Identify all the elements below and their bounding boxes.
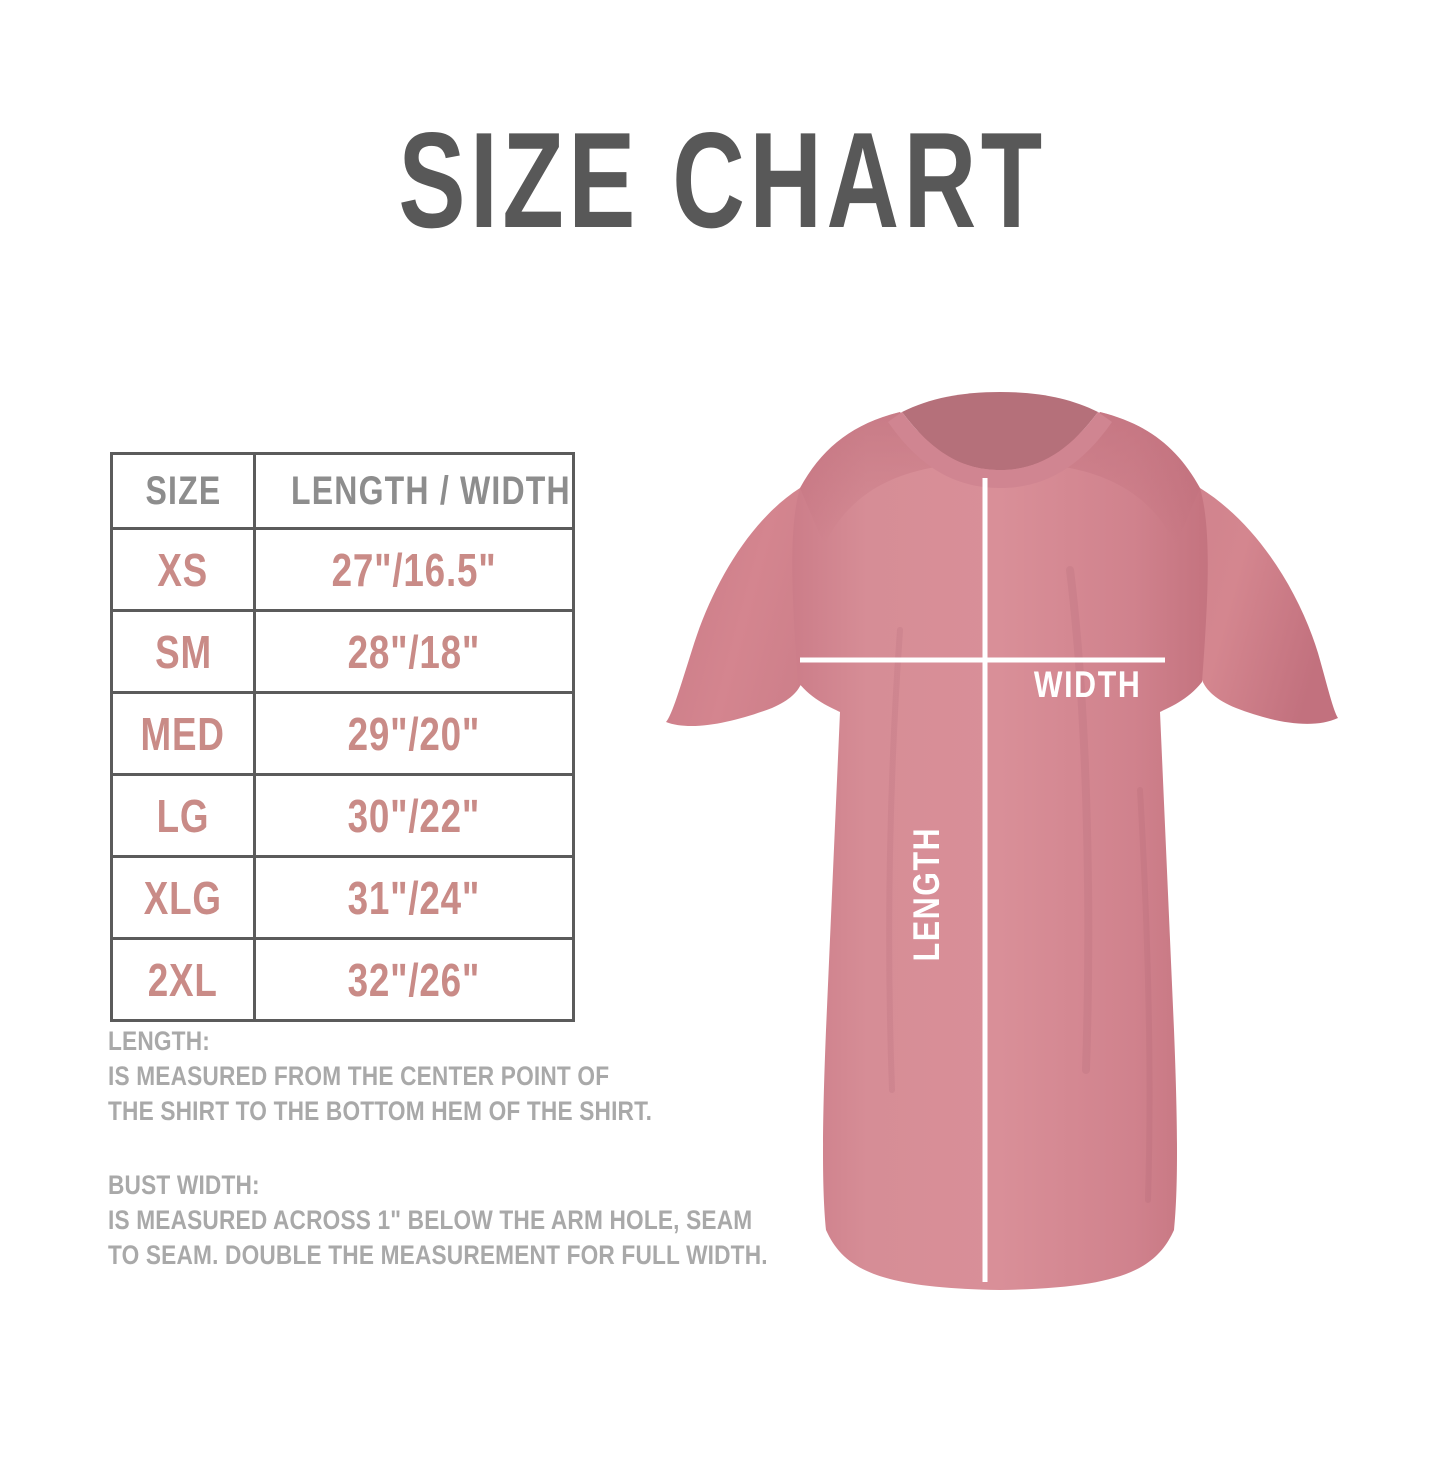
page-title: SIZE CHART bbox=[398, 104, 1047, 256]
bust-note-line-1: IS MEASURED ACROSS 1" BELOW THE ARM HOLE… bbox=[108, 1205, 753, 1235]
table-row: SM 28"/18" bbox=[110, 609, 575, 694]
tshirt-right-sleeve bbox=[1176, 488, 1338, 724]
bust-note-heading: BUST WIDTH: bbox=[108, 1170, 260, 1200]
table-header-row: SIZE LENGTH / WIDTH bbox=[110, 452, 575, 530]
length-note-line-1: IS MEASURED FROM THE CENTER POINT OF bbox=[108, 1061, 610, 1091]
cell-measurement: 29"/20" bbox=[253, 691, 575, 776]
cell-size: LG bbox=[110, 773, 256, 858]
tshirt-shoulder-shading bbox=[800, 412, 1200, 545]
table-row: XS 27"/16.5" bbox=[110, 527, 575, 612]
tshirt-icon bbox=[666, 392, 1338, 1290]
length-guide-label: LENGTH bbox=[906, 826, 947, 962]
cell-size: XS bbox=[110, 527, 256, 612]
tshirt-collar-inner bbox=[902, 392, 1098, 470]
cell-measurement: 27"/16.5" bbox=[253, 527, 575, 612]
table-row: LG 30"/22" bbox=[110, 773, 575, 858]
tshirt-body bbox=[792, 412, 1208, 1290]
cell-measurement: 28"/18" bbox=[253, 609, 575, 694]
cell-size: 2XL bbox=[110, 937, 256, 1022]
cell-size: XLG bbox=[110, 855, 256, 940]
length-note-heading: LENGTH: bbox=[108, 1026, 210, 1056]
length-note: LENGTH: IS MEASURED FROM THE CENTER POIN… bbox=[108, 1024, 756, 1129]
size-table: SIZE LENGTH / WIDTH XS 27"/16.5" SM 28"/… bbox=[110, 452, 575, 1022]
cell-measurement: 32"/26" bbox=[253, 937, 575, 1022]
tshirt-collar-rib bbox=[888, 412, 1112, 488]
cell-measurement: 30"/22" bbox=[253, 773, 575, 858]
table-row: XLG 31"/24" bbox=[110, 855, 575, 940]
cell-size: SM bbox=[110, 609, 256, 694]
length-note-line-2: THE SHIRT TO THE BOTTOM HEM OF THE SHIRT… bbox=[108, 1096, 653, 1126]
tshirt-fabric-folds bbox=[886, 566, 1153, 1203]
column-header-measurement-label: LENGTH / WIDTH bbox=[290, 468, 571, 513]
column-header-measurement: LENGTH / WIDTH bbox=[253, 452, 575, 530]
column-header-size-label: SIZE bbox=[145, 468, 221, 513]
tshirt-left-sleeve bbox=[666, 488, 828, 727]
width-guide-label: WIDTH bbox=[1033, 664, 1142, 705]
bust-width-note: BUST WIDTH: IS MEASURED ACROSS 1" BELOW … bbox=[108, 1168, 893, 1273]
column-header-size: SIZE bbox=[110, 452, 256, 530]
table-row: MED 29"/20" bbox=[110, 691, 575, 776]
tshirt-illustration bbox=[600, 370, 1400, 1330]
bust-note-line-2: TO SEAM. DOUBLE THE MEASUREMENT FOR FULL… bbox=[108, 1240, 768, 1270]
cell-measurement: 31"/24" bbox=[253, 855, 575, 940]
table-row: 2XL 32"/26" bbox=[110, 937, 575, 1022]
cell-size: MED bbox=[110, 691, 256, 776]
